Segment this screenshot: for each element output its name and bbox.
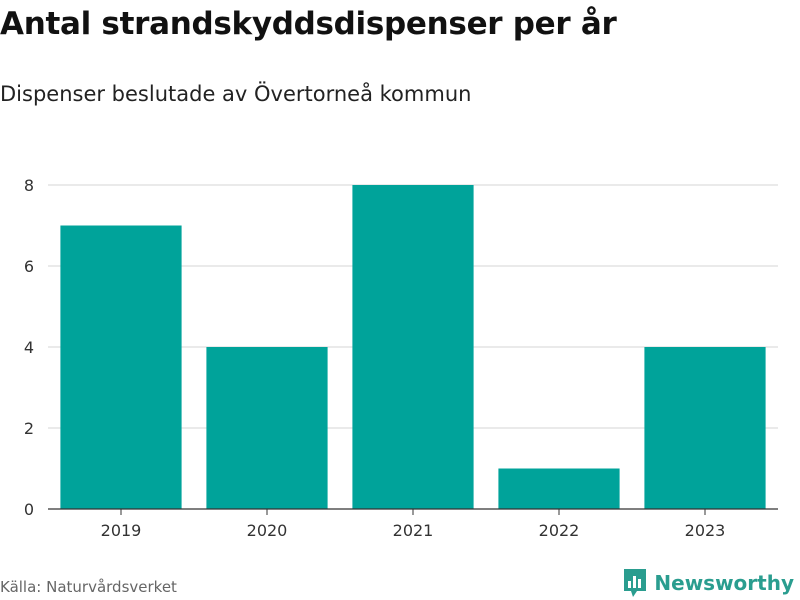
y-tick-label: 2	[24, 419, 34, 438]
x-tick-label: 2022	[539, 521, 580, 540]
x-tick-labels: 2019 2020 2021 2022 2023	[101, 509, 726, 540]
bar-2021	[352, 185, 474, 509]
y-tick-label: 0	[24, 500, 34, 519]
bars	[60, 185, 766, 509]
x-tick-label: 2021	[393, 521, 434, 540]
y-tick-label: 4	[24, 338, 34, 357]
source-note: Källa: Naturvårdsverket	[0, 578, 177, 596]
bar-2019	[60, 225, 182, 509]
x-tick-label: 2020	[247, 521, 288, 540]
chart-title: Antal strandskyddsdispenser per år	[0, 6, 617, 42]
y-tick-labels: 0 2 4 6 8	[24, 176, 34, 519]
brand-logo: Newsworthy	[622, 568, 794, 598]
bar-2020	[206, 347, 328, 509]
x-tick-label: 2023	[685, 521, 726, 540]
bar-2022	[498, 468, 620, 509]
y-tick-label: 8	[24, 176, 34, 195]
bar-chart-speech-bubble-icon	[624, 569, 647, 597]
chart-subtitle: Dispenser beslutade av Övertorneå kommun	[0, 82, 472, 106]
bar-2023	[644, 347, 766, 509]
y-tick-label: 6	[24, 257, 34, 276]
x-tick-label: 2019	[101, 521, 142, 540]
brand-name: Newsworthy	[654, 571, 794, 595]
